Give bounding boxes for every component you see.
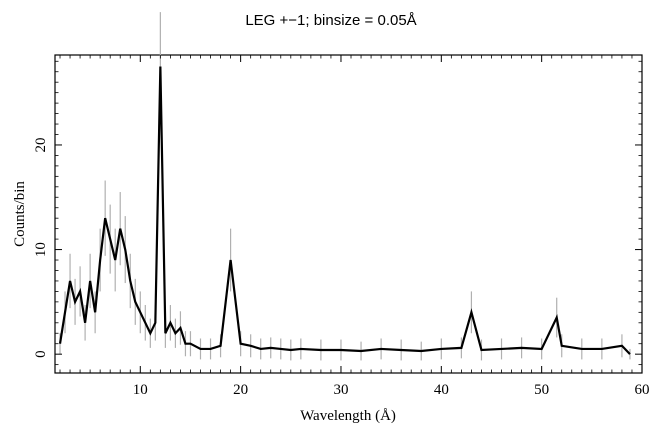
x-tick-label: 50: [534, 382, 549, 398]
data-series: [58, 66, 631, 355]
plot-area: [54, 54, 643, 374]
x-tick-label: 30: [333, 382, 348, 398]
x-tick-label: 40: [434, 382, 449, 398]
x-tick-label: 60: [635, 382, 650, 398]
series-line: [58, 66, 631, 355]
y-tick-label: 0: [33, 350, 49, 358]
x-tick-label: 10: [133, 382, 148, 398]
axis-ticks: 10 20 30 40 50 60 0 10 20: [33, 55, 650, 398]
chart-title: LEG +−1; binsize = 0.05Å: [245, 12, 416, 29]
y-axis-label: Counts/bin: [12, 181, 28, 247]
x-tick-label: 20: [233, 382, 248, 398]
y-tick-label: 20: [33, 137, 49, 152]
y-tick-label: 10: [33, 242, 49, 257]
x-axis-label: Wavelength (Å): [300, 408, 396, 424]
